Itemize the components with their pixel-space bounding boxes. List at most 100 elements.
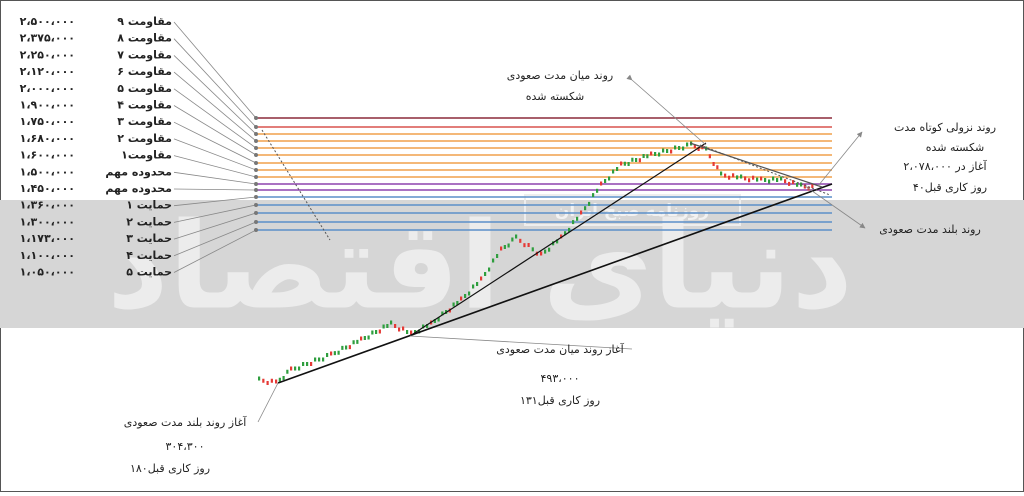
candle [760, 176, 763, 181]
candle [631, 157, 634, 162]
candle [426, 324, 429, 328]
level-value: ۱،۳۶۰،۰۰۰ [20, 199, 75, 212]
candle [580, 210, 583, 215]
leader-line [173, 188, 257, 191]
candle [604, 179, 607, 183]
annotation: روند نزولی کوتاه مدت [894, 121, 996, 134]
leader-line [173, 155, 257, 178]
candle [666, 149, 669, 153]
level-dot [254, 220, 258, 224]
candle [422, 324, 425, 329]
candle [519, 238, 522, 243]
candle [492, 258, 495, 263]
annotation: ۳۰۴،۳۰۰ [166, 440, 205, 453]
annotation: ۱۳۱روز کاری قبل [520, 394, 600, 407]
candle [433, 319, 436, 323]
candle [278, 377, 281, 382]
level-dot [254, 146, 258, 150]
candle [270, 378, 273, 383]
candle [740, 174, 743, 179]
candle [752, 175, 755, 180]
leader-line [173, 196, 257, 207]
candle [394, 324, 397, 328]
leader-line [173, 71, 257, 142]
annotation: روند بلند مدت صعودی [879, 223, 981, 236]
candle [472, 284, 475, 289]
candle [488, 267, 491, 272]
watermark: دنیای اقتصاد [107, 198, 853, 337]
leader-line [173, 221, 257, 257]
annotation: ۴۰روز کاری قبل [913, 181, 987, 194]
candle [724, 173, 727, 178]
level-value: ۲،۳۷۵،۰۰۰ [20, 32, 75, 45]
candle [556, 239, 559, 244]
level-value: ۱،۶۸۰،۰۰۰ [20, 132, 75, 145]
leader-line [173, 138, 257, 171]
candle [352, 340, 355, 345]
candle [811, 184, 814, 188]
candle [697, 147, 700, 151]
level-dot [254, 182, 258, 186]
candle [378, 329, 381, 334]
candle [608, 176, 611, 181]
candle [592, 193, 595, 198]
candle [768, 179, 771, 184]
level-dot [254, 168, 258, 172]
candle [627, 162, 630, 166]
candle [460, 296, 463, 301]
level-label: مقاومت ۵ [117, 82, 172, 95]
leader-line [173, 229, 257, 273]
candle [527, 243, 530, 247]
candle [410, 330, 413, 335]
candle [484, 272, 487, 276]
level-value: ۲،۱۲۰،۰۰۰ [20, 65, 75, 78]
candle [576, 216, 579, 221]
candle [406, 330, 409, 334]
level-value: ۲،۲۵۰،۰۰۰ [20, 48, 75, 61]
candle [638, 158, 641, 163]
candle [784, 179, 787, 184]
candle [326, 353, 329, 357]
level-label: مقاومت ۶ [117, 65, 172, 78]
candle [468, 291, 471, 296]
level-label: حمایت ۲ [126, 215, 172, 228]
annotation: ۱۸۰روز کاری قبل [130, 462, 210, 475]
candle [620, 161, 623, 166]
level-value: ۱،۰۵۰،۰۰۰ [20, 266, 75, 279]
annotation: آغاز در ۲،۰۷۸،۰۰۰ [903, 159, 987, 173]
level-label: حمایت ۵ [126, 266, 172, 279]
candle [266, 381, 269, 385]
candle [800, 182, 803, 187]
candle [375, 330, 378, 334]
level-label: حمایت ۴ [126, 249, 172, 262]
candle [306, 362, 309, 366]
candle [654, 152, 657, 156]
candle [650, 151, 653, 156]
candle [437, 317, 440, 322]
candle [600, 181, 603, 186]
annotation: آغاز روند میان مدت صعودی [496, 342, 624, 356]
leader-line [173, 121, 257, 164]
candle [294, 366, 297, 371]
level-label: حمایت ۱ [126, 199, 172, 212]
candle [560, 234, 563, 239]
candle [515, 234, 518, 239]
candle [662, 148, 665, 153]
candle [480, 276, 483, 281]
candle [540, 251, 543, 256]
level-label: مقاومت ۳ [117, 115, 172, 128]
candle [464, 294, 467, 298]
candle [507, 243, 510, 248]
arrow [409, 335, 633, 350]
candle [616, 167, 619, 171]
candle [258, 376, 261, 381]
arrow [804, 185, 866, 229]
candle [322, 357, 325, 362]
candle [337, 350, 340, 355]
level-value: ۱،۵۰۰،۰۰۰ [20, 165, 75, 178]
leader-line [173, 105, 257, 156]
candle [548, 247, 551, 252]
candle [780, 176, 783, 181]
candle [314, 357, 317, 362]
